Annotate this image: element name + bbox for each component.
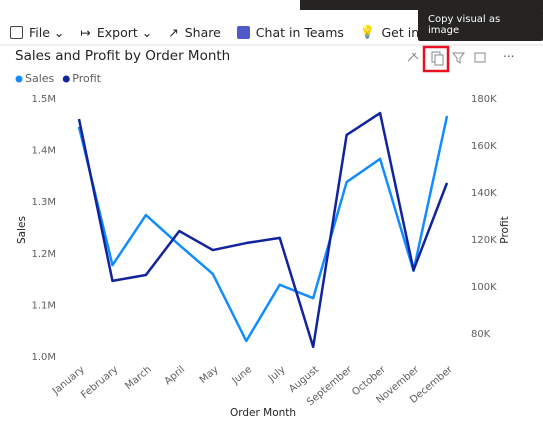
y2-tick-label: 80K [471,329,491,340]
toolbar-button[interactable]: Chat in Teams [236,24,344,40]
y-tick-label: 1.1M [31,300,56,311]
x-axis-title: Order Month [230,407,296,419]
y2-tick-label: 140K [471,188,497,199]
y2-tick-label: 180K [471,94,497,105]
visual-header: ··· [407,45,514,73]
x-tick-label: March [123,364,153,392]
legend-label: Profit [72,72,101,85]
x-tick-label: May [198,364,221,386]
x-tick-label: February [79,364,120,401]
toolbar-button[interactable]: ↦ Export ⌄ [80,24,153,40]
toolbar: File ⌄ ↦ Export ⌄ ↗ Share Chat in Teams 💡 G… [0,18,497,46]
filter-icon[interactable] [451,52,466,64]
tooltip: Copy visual as image [418,9,543,41]
label: Export [96,24,138,40]
label: Share [184,24,221,40]
highlight-box [422,45,450,73]
y2-axis-title: Profit [499,216,511,243]
copy-icon-front [434,54,444,66]
label: File [29,24,50,40]
label: Chat in Teams [255,24,344,40]
y-tick-label: 1.5M [31,94,56,105]
x-tick-label: June [230,364,255,387]
y-tick-label: 1.4M [31,146,56,157]
focus-icon[interactable] [474,52,486,63]
pin-icon[interactable] [407,52,419,62]
y-tick-label: 1.0M [31,352,56,363]
x-tick-label: July [266,364,288,385]
legend-marker [62,75,70,83]
legend-label: Sales [25,72,55,85]
y-tick-label: 1.2M [31,249,56,260]
more-icon[interactable]: ··· [503,50,514,64]
title-bar [300,0,543,10]
legend-marker [15,75,23,83]
series-line [77,111,449,349]
chart-title: Sales and Profit by Order Month [15,48,230,64]
y-tick-label: 1.3M [31,197,56,208]
y2-tick-label: 160K [471,141,497,152]
y2-tick-label: 120K [471,235,497,246]
y-axis-title: Sales [16,216,28,244]
toolbar-button[interactable]: File ⌄ [10,25,64,40]
series-line [77,115,449,343]
y2-tick-label: 100K [471,282,497,293]
toolbar-button[interactable]: ↗ Share [168,24,221,40]
x-tick-label: April [163,364,188,387]
